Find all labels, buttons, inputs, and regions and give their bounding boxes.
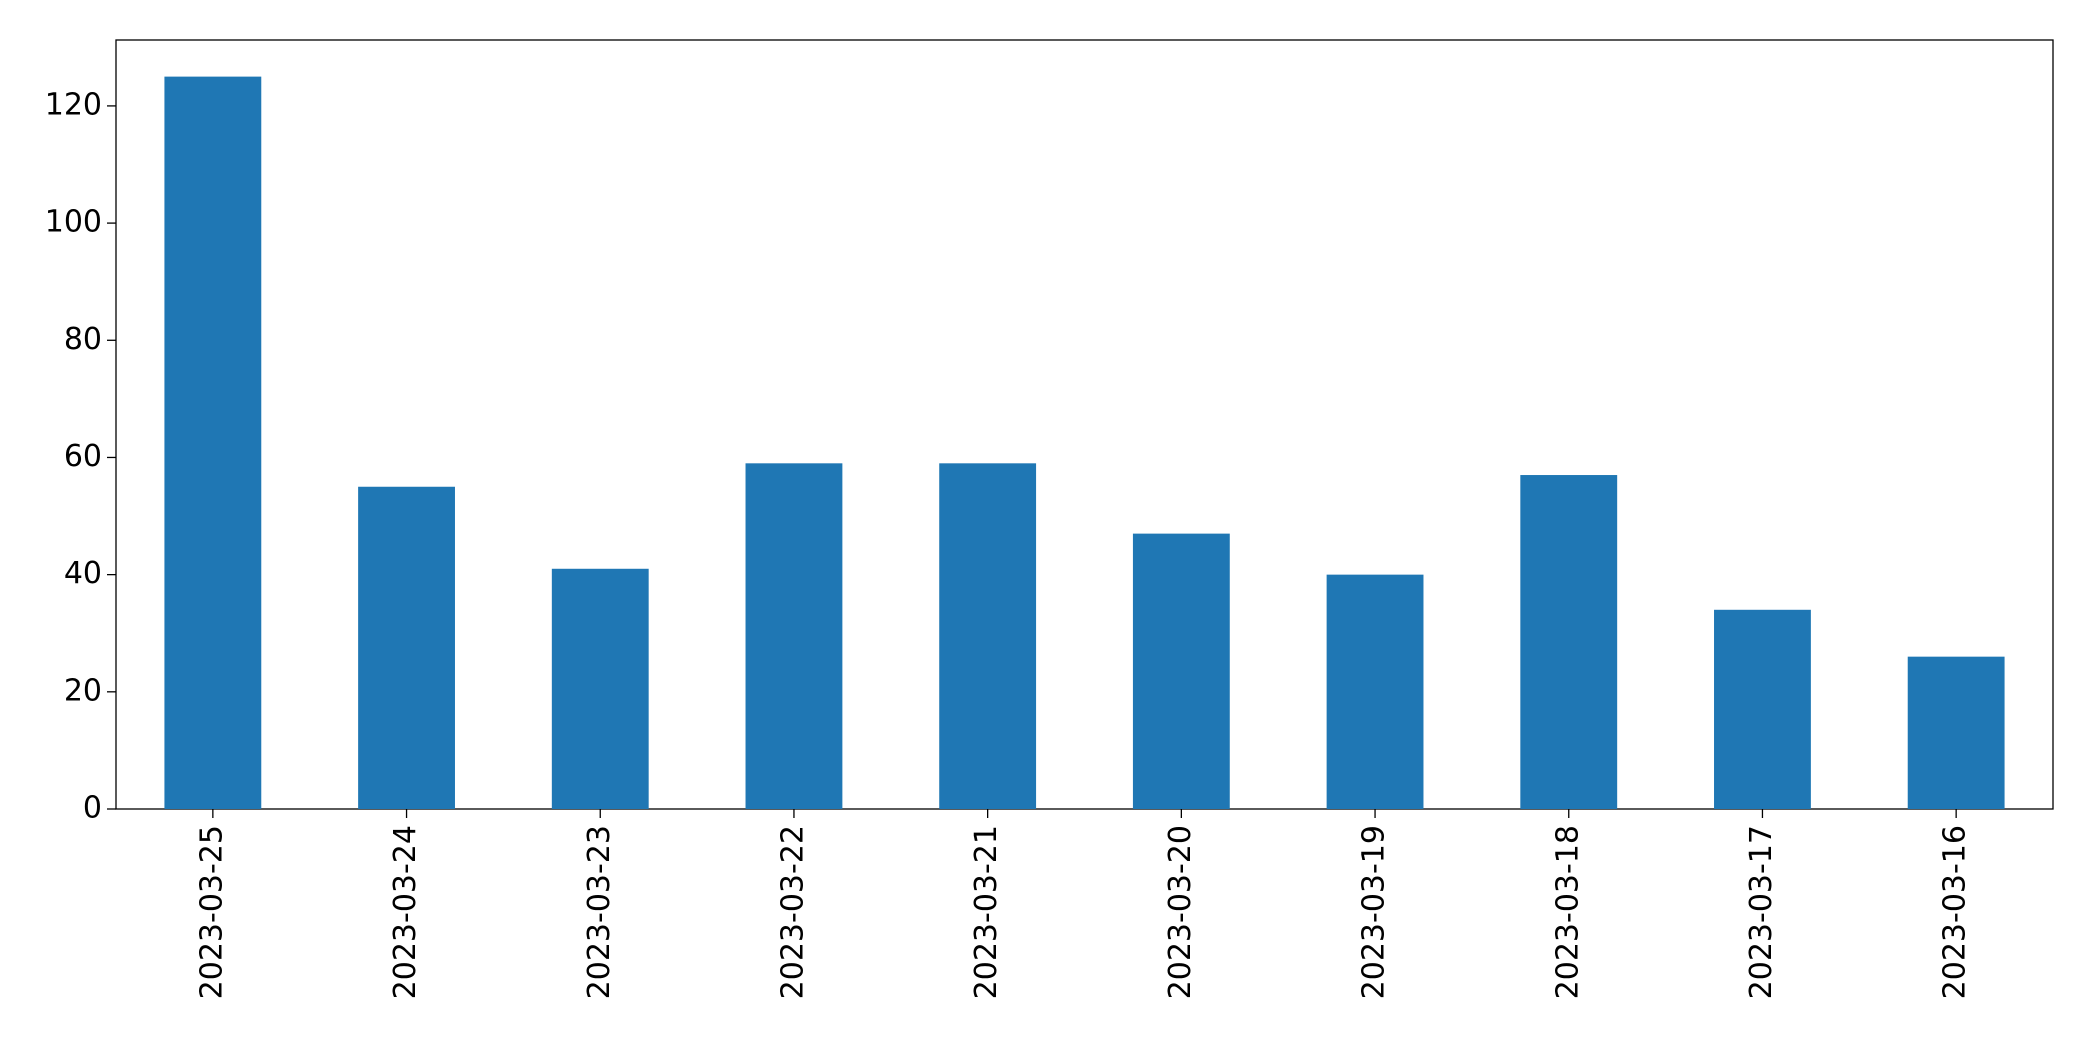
bar bbox=[1907, 656, 2005, 809]
y-tick-label: 120 bbox=[45, 87, 102, 122]
y-tick-label: 40 bbox=[64, 556, 102, 591]
x-tick-label: 2023-03-18 bbox=[1550, 825, 1585, 999]
x-tick-label: 2023-03-24 bbox=[388, 825, 423, 999]
bar bbox=[551, 568, 649, 809]
bar bbox=[745, 463, 843, 809]
x-tick-label: 2023-03-16 bbox=[1938, 825, 1973, 999]
x-tick-label: 2023-03-20 bbox=[1163, 825, 1198, 999]
y-tick-label: 0 bbox=[83, 791, 102, 826]
y-tick-label: 80 bbox=[64, 322, 102, 357]
x-tick-label: 2023-03-19 bbox=[1357, 825, 1392, 999]
bar bbox=[1520, 475, 1618, 809]
y-tick-label: 60 bbox=[64, 439, 102, 474]
x-tick-label: 2023-03-17 bbox=[1744, 825, 1779, 999]
bar bbox=[164, 76, 262, 810]
bar bbox=[1714, 609, 1811, 809]
bar bbox=[1132, 533, 1230, 809]
plot-frame bbox=[115, 39, 2054, 810]
x-tick-label: 2023-03-21 bbox=[969, 825, 1004, 999]
bar bbox=[1326, 574, 1424, 809]
x-tick-label: 2023-03-22 bbox=[775, 825, 810, 999]
bar bbox=[358, 486, 455, 809]
x-tick-label: 2023-03-23 bbox=[582, 825, 617, 999]
bar bbox=[939, 463, 1037, 809]
y-tick-label: 20 bbox=[64, 673, 102, 708]
y-tick-label: 100 bbox=[45, 205, 102, 240]
x-tick-label: 2023-03-25 bbox=[194, 825, 229, 999]
